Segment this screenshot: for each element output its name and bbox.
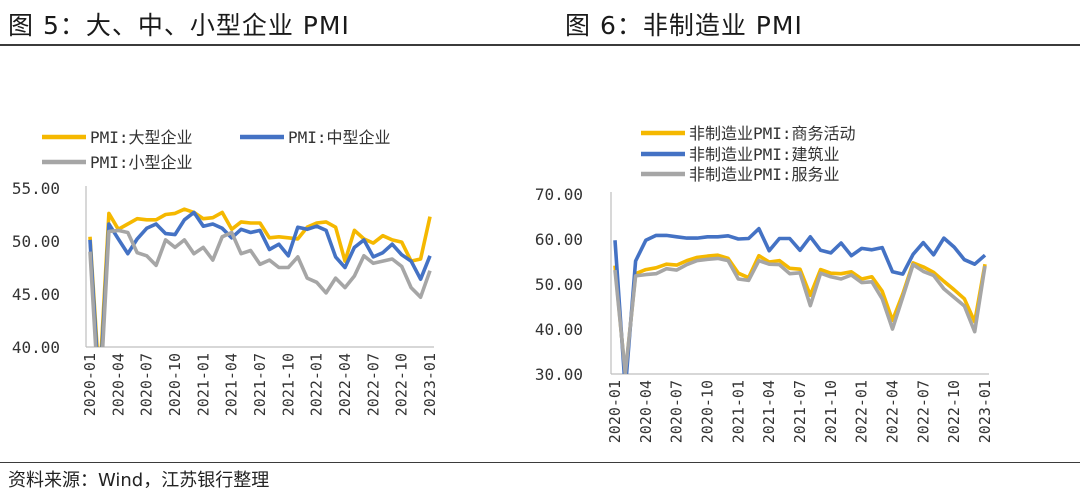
x-tick-label: 2021-10 [822, 380, 840, 443]
series-line [88, 228, 432, 347]
x-tick-label: 2022-04 [884, 380, 902, 443]
x-tick-label: 2022-10 [393, 353, 411, 416]
y-tick-label: 50.00 [12, 232, 60, 251]
source-note: 资料来源：Wind，江苏银行整理 [8, 470, 270, 491]
legend-label: PMI:大型企业 [90, 128, 193, 147]
x-tick-label: 2023-01 [421, 353, 439, 416]
x-tick-label: 2020-10 [166, 353, 184, 416]
x-tick-label: 2021-04 [223, 353, 241, 416]
x-tick-label: 2021-01 [729, 380, 747, 443]
x-tick-label: 2020-07 [138, 353, 156, 416]
chart-enterprise-size-pmi: 40.00 45.00 50.00 55.00 2020-01 2020-04 2020-0… [12, 128, 439, 416]
bottom-divider [0, 462, 1080, 463]
y-tick-label: 40.00 [12, 338, 60, 357]
top-divider [0, 44, 1080, 46]
legend-label: 非制造业PMI:服务业 [689, 165, 840, 184]
x-tick-label: 2022-07 [364, 353, 382, 416]
legend-label: PMI:小型企业 [90, 153, 193, 172]
x-tick-label: 2022-10 [945, 380, 963, 443]
series-line [613, 226, 987, 374]
figure-5-title: 图 5：大、中、小型企业 PMI [8, 11, 350, 40]
series-line [613, 256, 987, 374]
y-tick-label: 70.00 [535, 185, 583, 204]
x-tick-label: 2022-04 [336, 353, 354, 416]
x-tick-label: 2020-01 [81, 353, 99, 416]
legend-label: 非制造业PMI:建筑业 [689, 145, 840, 164]
x-tick-label: 2022-07 [914, 380, 932, 443]
x-tick-label: 2021-01 [194, 353, 212, 416]
legend-label: PMI:中型企业 [288, 128, 391, 147]
x-tick-label: 2020-04 [637, 380, 655, 443]
y-tick-label: 60.00 [535, 230, 583, 249]
x-tick-label: 2022-01 [308, 353, 326, 416]
series-line [613, 253, 987, 374]
x-tick-label: 2021-10 [279, 353, 297, 416]
x-tick-label: 2021-04 [760, 380, 778, 443]
figure-6-title: 图 6：非制造业 PMI [565, 11, 803, 40]
x-tick-label: 2022-01 [853, 380, 871, 443]
series-line [88, 210, 432, 347]
y-tick-label: 50.00 [535, 275, 583, 294]
y-tick-label: 55.00 [12, 179, 60, 198]
y-tick-label: 30.00 [535, 365, 583, 384]
x-tick-label: 2020-10 [699, 380, 717, 443]
chart-non-manufacturing-pmi: 30.00 40.00 50.00 60.00 70.00 2020-01 2020-04 2… [535, 124, 994, 443]
x-tick-label: 2021-07 [251, 353, 269, 416]
x-tick-label: 2020-04 [109, 353, 127, 416]
x-tick-label: 2020-01 [606, 380, 624, 443]
legend-label: 非制造业PMI:商务活动 [689, 124, 856, 143]
y-tick-label: 45.00 [12, 285, 60, 304]
x-tick-label: 2020-07 [668, 380, 686, 443]
x-tick-label: 2023-01 [976, 380, 994, 443]
series-line [88, 207, 432, 347]
y-tick-label: 40.00 [535, 320, 583, 339]
x-tick-label: 2021-07 [791, 380, 809, 443]
